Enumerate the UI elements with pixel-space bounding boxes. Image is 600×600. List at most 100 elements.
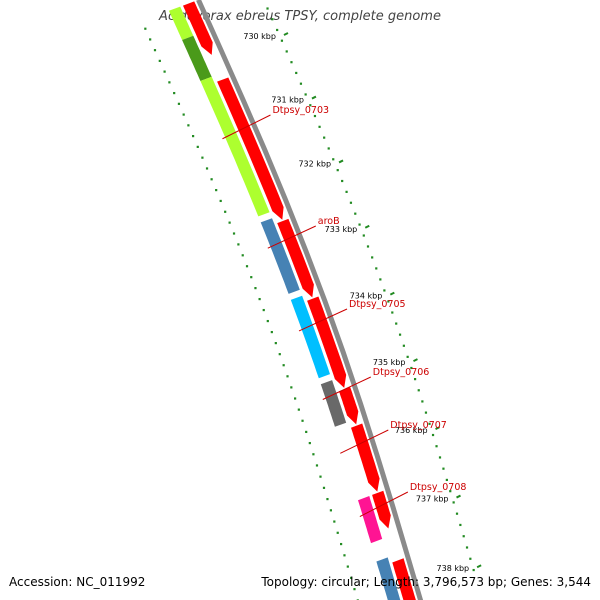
scale-dot: [462, 535, 465, 538]
scale-dot: [315, 464, 319, 467]
scale-dot: [280, 39, 284, 42]
feature-lime-dark: [182, 35, 212, 81]
scale-dot: [332, 158, 335, 161]
cds-arrow: [183, 1, 213, 55]
gene-label-Dtpsy_0706: Dtpsy_0706: [373, 367, 430, 378]
scale-dot: [149, 38, 152, 41]
scale-dot: [304, 93, 307, 96]
scale-dot: [428, 422, 431, 425]
scale-dot: [465, 546, 469, 549]
tick-mark: [338, 159, 344, 164]
kbp-scale: 730 kbp 731 kbp 732 kbp 733 kbp 734 kbp 735 k…: [243, 32, 482, 573]
cds-arrow: [339, 387, 359, 425]
scale-dot: [153, 49, 157, 52]
gene-label-Dtpsy_0707: Dtpsy_0707: [390, 420, 447, 431]
label-leader: [298, 308, 348, 332]
tick-label-4: 734 kbp: [350, 292, 383, 301]
gene-labels: Dtpsy_0703 aroB Dtpsy_0705 Dtpsy_0706 Dtpsy_…: [222, 105, 466, 517]
scale-dot: [290, 61, 293, 64]
tick-label-1: 731 kbp: [271, 96, 304, 105]
scale-dot: [395, 322, 398, 325]
tick-mark: [364, 224, 370, 229]
gene-label-Dtpsy_0708: Dtpsy_0708: [410, 482, 467, 493]
scale-dot: [469, 557, 472, 560]
scale-dot: [459, 523, 462, 527]
scale-dot: [299, 82, 303, 85]
gene-label-Dtpsy_0703: Dtpsy_0703: [272, 105, 329, 116]
scale-dot: [254, 287, 257, 290]
scale-dot: [282, 364, 285, 367]
scale-dot: [333, 520, 336, 523]
scale-dot: [270, 330, 273, 334]
tick-mark: [435, 426, 440, 431]
scale-dot: [340, 542, 343, 546]
scale-dot: [319, 475, 322, 478]
scale-dot: [472, 568, 475, 572]
scale-dot: [383, 289, 386, 292]
scale-dot: [406, 355, 409, 358]
scale-dot: [308, 441, 311, 445]
scale-dot: [362, 234, 365, 237]
scale-dot: [322, 486, 326, 489]
scale-dot-rings: [144, 7, 475, 600]
scale-dot: [210, 178, 213, 181]
label-leader: [359, 491, 409, 517]
tick-label-0: 730 kbp: [243, 32, 276, 41]
scale-dot: [294, 397, 297, 400]
scale-dot: [326, 497, 329, 501]
scale-dot: [379, 278, 382, 281]
scale-dot: [398, 333, 402, 336]
scale-dot: [366, 245, 370, 248]
scale-dot: [442, 467, 445, 470]
tick-mark: [283, 32, 289, 36]
scale-dot: [274, 342, 277, 345]
scale-dot: [413, 378, 417, 381]
scale-dot: [182, 113, 185, 116]
cds-arrow: [351, 423, 380, 492]
backbone-ring: [196, 0, 424, 600]
scale-dot: [228, 221, 231, 224]
tick-label-2: 732 kbp: [298, 159, 331, 168]
scale-dot: [452, 501, 455, 504]
label-leader: [222, 114, 271, 140]
scale-dot: [343, 554, 346, 557]
feature-steelblue: [260, 218, 300, 294]
scale-dot: [353, 588, 356, 591]
scale-dot: [435, 445, 438, 448]
tick-label-3: 733 kbp: [325, 225, 358, 234]
scale-dot: [286, 375, 289, 378]
scale-dot: [224, 210, 227, 213]
scale-dot: [201, 156, 204, 159]
feature-deepskyblue: [290, 295, 330, 379]
scale-dot: [177, 102, 181, 105]
scale-dot: [358, 223, 361, 226]
tick-mark: [389, 291, 395, 296]
scale-dot: [449, 490, 452, 493]
scale-dot: [346, 565, 349, 568]
scale-dot: [309, 104, 312, 107]
scale-dot: [290, 386, 293, 389]
scale-dot: [237, 243, 240, 246]
scale-dot: [250, 276, 253, 279]
tick-label-6: 736 kbp: [395, 426, 428, 435]
feature-deeppink: [358, 496, 383, 544]
scale-dot: [173, 91, 176, 95]
label-leader: [340, 429, 389, 454]
genome-summary-text: Topology: circular; Length: 3,796,573 bp…: [261, 575, 591, 589]
cds-arrow: [307, 296, 347, 388]
scale-dot: [350, 576, 353, 579]
scale-dot: [391, 311, 394, 314]
tick-mark: [311, 95, 317, 100]
scale-dot: [438, 456, 442, 459]
scale-dot: [163, 70, 166, 73]
scale-dot: [262, 308, 265, 312]
scale-dot: [417, 389, 420, 392]
scale-dot: [215, 188, 218, 192]
feature-lime: [200, 76, 270, 217]
scale-dot: [187, 124, 190, 127]
label-leader: [322, 376, 372, 400]
scale-dot: [232, 232, 236, 235]
feature-steelblue: [376, 557, 401, 600]
scale-dot: [271, 18, 274, 21]
